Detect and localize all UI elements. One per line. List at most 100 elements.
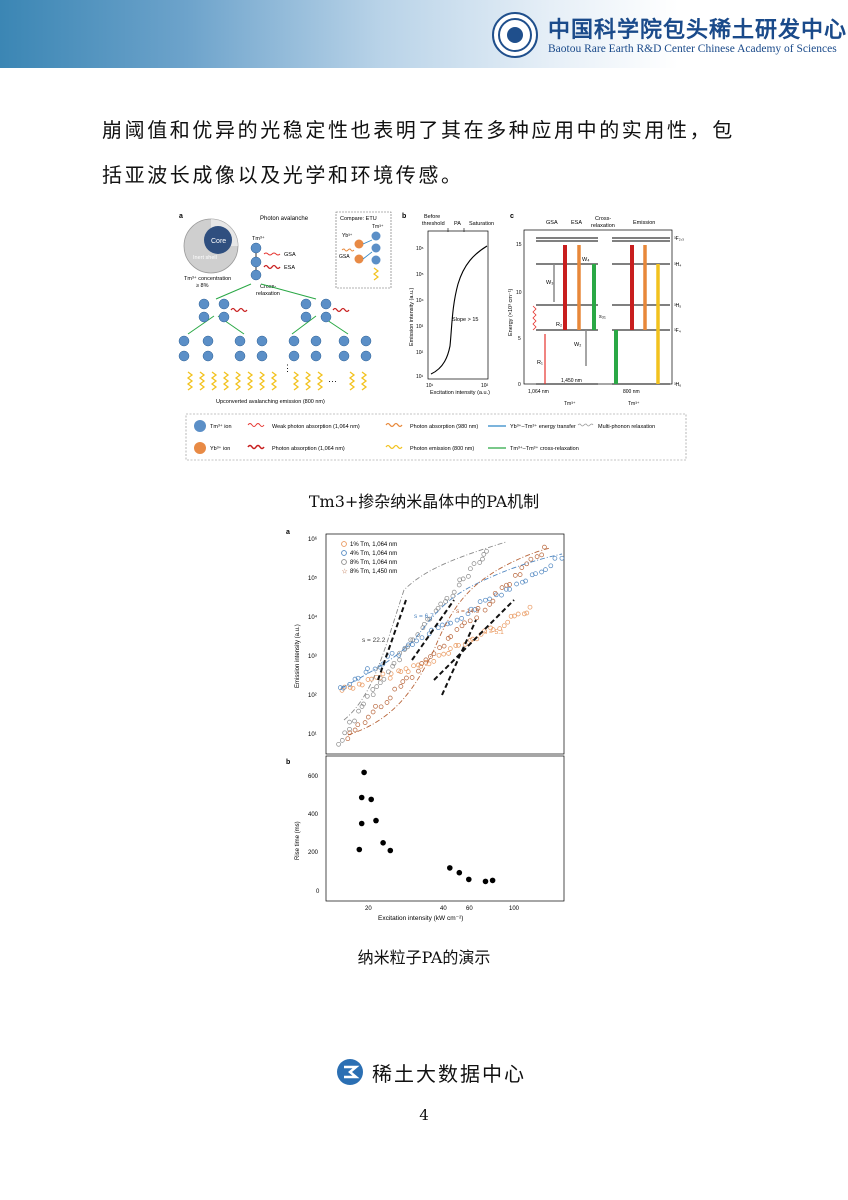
phase-saturation: Saturation — [469, 221, 494, 227]
scatter-point-s1-2 — [347, 682, 352, 687]
fig2-b-xtick-40: 40 — [440, 906, 447, 912]
scatter-point-s0-6 — [365, 677, 371, 682]
scatter-point-s1-37 — [520, 579, 525, 585]
scatter-point-s1-22 — [445, 621, 450, 627]
fig2-a-ytick-5: 10² — [308, 693, 317, 699]
scatter-point-s3-7 — [373, 703, 378, 709]
fig2-b-ytick-0: 0 — [316, 889, 320, 895]
scatter-point-s3-30 — [475, 606, 481, 611]
esa-label: ESA — [284, 265, 295, 271]
c-ytick-5: 5 — [518, 336, 521, 342]
panel-c-levels: ³F₂,₃ ³H₄ ³H₅ ³F₄ ³H₆ — [674, 236, 684, 388]
fig2-a-ylabel: Emission intensity (a.u.) — [295, 624, 301, 688]
scatter-point-s2-17 — [391, 660, 397, 666]
b-xtick-2: 10² — [481, 383, 489, 389]
fig2-b-xtick-100: 100 — [509, 906, 520, 912]
fig2-b-ylabel: Rise time (ms) — [295, 821, 301, 860]
scatter-point-s1-9 — [380, 661, 386, 667]
scatter-point-s0-40 — [508, 613, 514, 619]
scatter-point-s1-33 — [499, 592, 504, 598]
scatter-point-s1-38 — [523, 578, 528, 584]
slope-6-7: s = 6.7 — [414, 613, 434, 620]
scatter-point-s1-31 — [487, 596, 493, 602]
scatter-point-s1-25 — [459, 616, 464, 621]
scatter-point-s2-12 — [374, 684, 380, 689]
figure-1-svg: a Core Inert shell Tm³⁺ concentration ≥ … — [178, 211, 687, 461]
scatter-point-s3-25 — [454, 627, 460, 632]
scatter-point-s0-37 — [497, 626, 503, 631]
scatter-point-s3-8 — [378, 704, 384, 710]
scatter-point-s3-12 — [398, 684, 404, 689]
scatter-point-s0-39 — [505, 619, 511, 625]
scatter-point-s1-24 — [454, 617, 460, 623]
rise-point-5 — [373, 817, 379, 824]
body-line-1: 崩阈值和优异的光稳定性也表明了其在多种应用中的实用性，包 — [102, 118, 735, 142]
fig2-a-ytick-2: 10⁵ — [308, 575, 318, 582]
c-w2: W₂ — [574, 342, 581, 348]
scatter-point-s0-2 — [347, 685, 353, 690]
body-line-2: 括亚波长成像以及光学和环境传感。 — [102, 163, 464, 187]
panel-c-yticks: 15 10 5 0 — [516, 242, 522, 388]
mid-ions — [198, 298, 350, 323]
scatter-point-s0-14 — [398, 669, 404, 674]
slope-22: s = 22.2 — [362, 637, 386, 644]
scatter-point-s2-16 — [390, 663, 396, 669]
panel-c-cols: GSA ESA Cross- relaxation Emission — [546, 216, 655, 229]
c-s31: s₃₁ — [599, 314, 606, 320]
scatter-point-s3-6 — [370, 709, 376, 715]
rise-point-0 — [356, 846, 363, 853]
scatter-point-s0-10 — [380, 671, 386, 677]
fig2-panel-a-tag: a — [286, 529, 290, 536]
scatter-point-s0-3 — [350, 685, 356, 691]
scatter-point-s2-43 — [480, 556, 485, 562]
rise-point-9 — [456, 869, 463, 876]
fig2-b-points — [356, 769, 496, 885]
rise-point-2 — [358, 794, 365, 801]
scatter-point-s3-34 — [492, 590, 498, 596]
figure1-legend: Tm³⁺ ion Yb³⁺ ion Weak photon absorption… — [185, 413, 687, 461]
scatter-point-s2-41 — [471, 561, 477, 566]
scatter-point-s1-17 — [419, 635, 425, 641]
scatter-point-s0-36 — [490, 627, 496, 632]
panel-b-yticks: 10⁶ 10⁵ 10⁴ 10³ 10² 10¹ — [416, 246, 424, 380]
scatter-point-s0-42 — [515, 611, 521, 617]
fig2-b-ytick-400: 400 — [308, 812, 319, 818]
scatter-point-s2-1 — [339, 738, 345, 743]
b-ylabel: Emission intensity (a.u.) — [409, 287, 415, 346]
scatter-point-s3-43 — [534, 554, 540, 559]
scatter-point-s2-38 — [460, 576, 466, 582]
c-col-cross2: relaxation — [591, 223, 615, 229]
scatter-point-s0-24 — [441, 651, 447, 657]
scatter-point-s2-11 — [370, 687, 376, 692]
slope-label: Slope > 15 — [452, 317, 478, 323]
b-ytick-3: 10⁴ — [416, 298, 424, 304]
scatter-point-s3-11 — [392, 686, 398, 692]
scatter-point-s2-3 — [347, 726, 352, 732]
figure1-caption: Tm3+掺杂纳米晶体中的PA机制 — [308, 492, 540, 511]
fig2-b-yticks: 600 400 200 0 — [308, 774, 320, 895]
scatter-point-s2-15 — [386, 669, 391, 675]
rare-earth-data-logo-icon — [337, 1059, 363, 1085]
scatter-point-s2-4 — [347, 719, 352, 725]
panel-a-tag: a — [179, 213, 183, 220]
scatter-point-s2-2 — [342, 730, 348, 736]
b-xtick-1: 10¹ — [426, 383, 434, 389]
scatter-point-s1-39 — [529, 572, 535, 578]
cross-label-2: relaxation — [256, 291, 280, 297]
body-paragraph: 崩阈值和优异的光稳定性也表明了其在多种应用中的实用性，包 括亚波长成像以及光学和… — [102, 108, 752, 198]
rise-point-10 — [466, 876, 472, 883]
fig2-a-ytick-3: 10⁴ — [308, 614, 318, 621]
scatter-point-s0-34 — [482, 628, 487, 634]
scatter-point-s3-21 — [437, 645, 442, 650]
scatter-point-s1-45 — [559, 555, 565, 561]
scatter-point-s3-24 — [448, 634, 454, 639]
etu-tm-label: Tm³⁺ — [372, 224, 384, 230]
scatter-point-s0-22 — [431, 659, 437, 664]
fig2-legend-4: 8% Tm, 1,450 nm — [350, 569, 397, 575]
rise-point-12 — [489, 877, 496, 884]
scatter-point-s3-39 — [517, 572, 523, 577]
scatter-point-s0-43 — [521, 611, 527, 617]
rise-point-6 — [380, 840, 386, 846]
top-ion — [250, 242, 281, 281]
scatter-point-s3-32 — [487, 602, 492, 607]
